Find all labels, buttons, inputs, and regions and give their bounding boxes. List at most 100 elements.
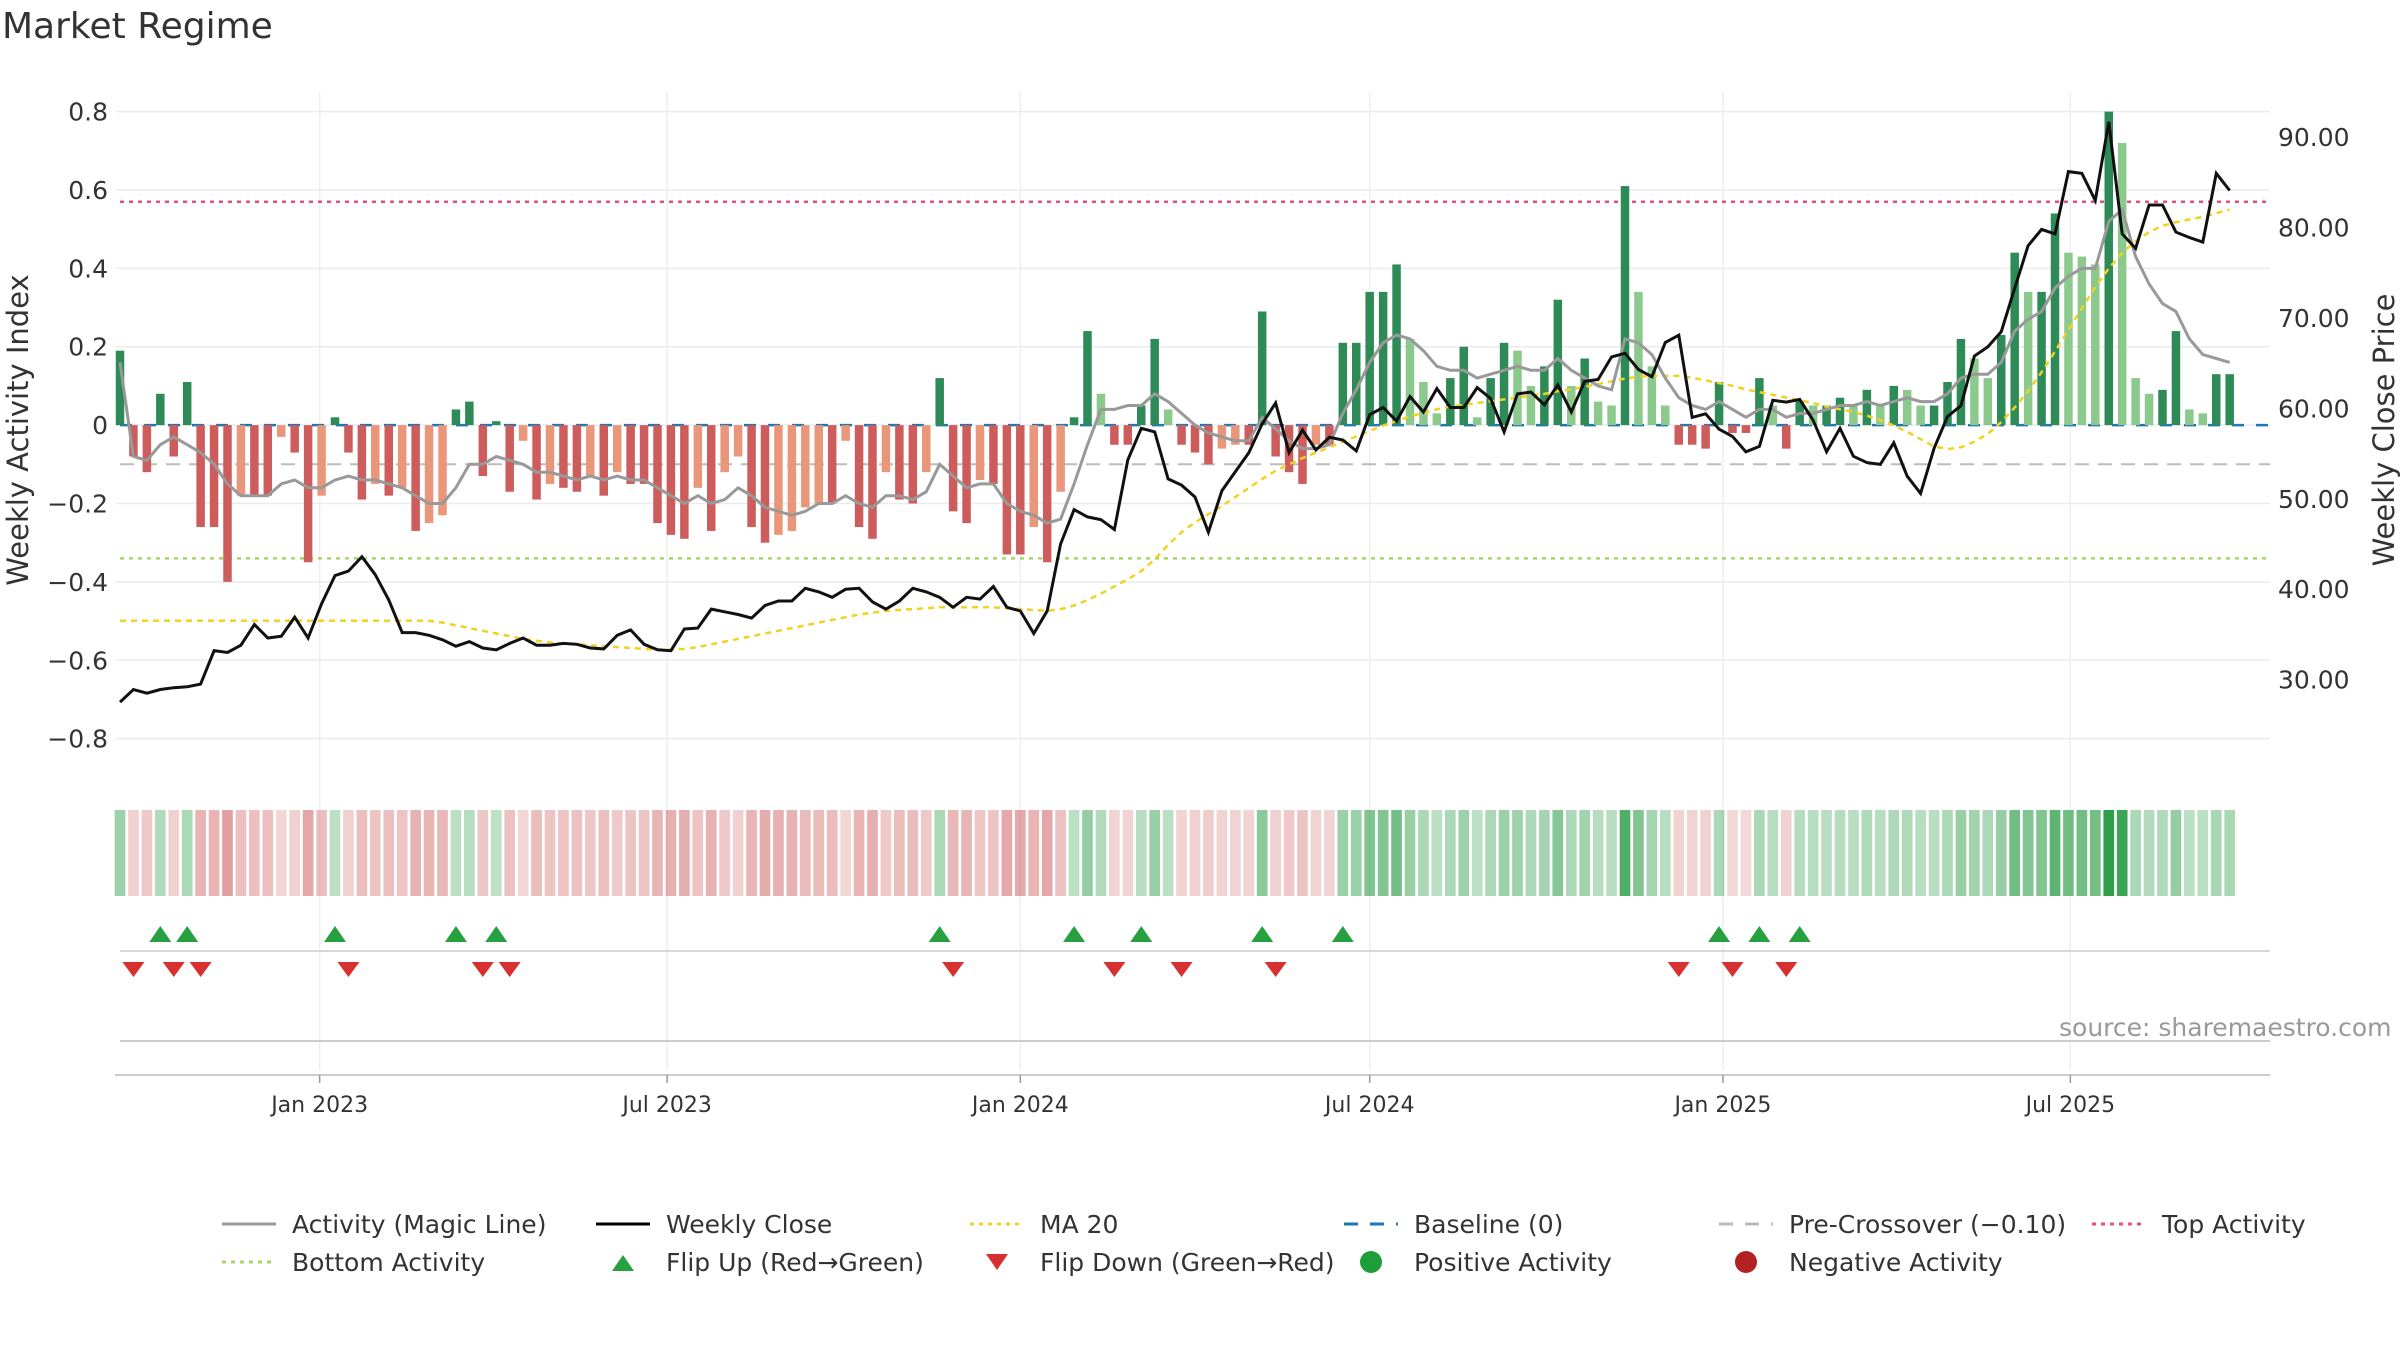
regime-cell [1754, 810, 1765, 896]
activity-bar [1083, 331, 1092, 426]
regime-cell [1646, 810, 1658, 896]
regime-cell [894, 810, 905, 896]
activity-bar [1513, 350, 1522, 426]
regime-cell [1485, 810, 1496, 896]
legend-item: Flip Up (Red→Green) [594, 1244, 924, 1280]
activity-bar [693, 425, 703, 488]
activity-bars [115, 111, 2234, 582]
activity-bar [1069, 417, 1079, 426]
activity-bar [250, 425, 259, 496]
activity-bar [223, 425, 232, 582]
right-tick-label: 50.00 [2278, 485, 2350, 514]
activity-bar [1352, 342, 1361, 426]
regime-cell [1928, 810, 1940, 896]
regime-cell [934, 810, 946, 896]
regime-cell [490, 810, 502, 896]
regime-cell [907, 810, 919, 896]
right-tick-label: 60.00 [2278, 394, 2350, 423]
regime-cell [1431, 810, 1443, 896]
regime-cell [1619, 810, 1631, 896]
left-tick-label: 0.8 [68, 98, 108, 127]
legend-item: Negative Activity [1717, 1244, 2003, 1280]
activity-bar [1580, 358, 1589, 426]
activity-bar [182, 382, 192, 426]
legend-swatch [970, 1222, 1024, 1226]
activity-bar [1526, 385, 1536, 426]
activity-bar [1889, 385, 1898, 426]
flip-up-marker [324, 926, 346, 942]
regime-cell [1861, 810, 1873, 896]
regime-cell [638, 810, 650, 896]
regime-cell [584, 810, 596, 896]
regime-cell [1915, 810, 1926, 896]
activity-bar [707, 425, 716, 531]
regime-cell [1794, 810, 1806, 896]
source-note: source: sharemaestro.com [2059, 1013, 2392, 1042]
regime-cell [2076, 810, 2088, 896]
legend-swatch [1360, 1251, 1382, 1273]
right-axis-ticks: 30.00 40.00 50.00 60.00 70.00 80.00 90.00 [2278, 123, 2350, 694]
regime-cell [464, 810, 475, 896]
regime-cell [396, 810, 408, 896]
regime-cell [2210, 810, 2222, 896]
activity-bar [115, 350, 125, 426]
activity-bar [1405, 338, 1415, 426]
regime-cell [1995, 810, 2007, 896]
left-tick-label: 0.4 [68, 254, 108, 283]
activity-bar [1446, 378, 1455, 426]
magic-line [118, 206, 2231, 525]
regime-cell [1834, 810, 1846, 896]
regime-cell [826, 810, 838, 896]
activity-bar [545, 425, 555, 484]
regime-cell [369, 810, 381, 896]
regime-cell [1888, 810, 1900, 896]
activity-bar [975, 425, 985, 480]
activity-bar [2010, 252, 2019, 426]
regime-cell [222, 810, 233, 896]
regime-cell [450, 810, 462, 896]
legend-swatch [986, 1254, 1008, 1270]
regime-cell [598, 810, 610, 896]
activity-bar [2091, 264, 2100, 426]
activity-bar [438, 425, 447, 516]
regime-cell [2197, 810, 2209, 896]
activity-bar [1110, 425, 1119, 445]
left-axis-title: Weekly Activity Index [1, 274, 35, 586]
activity-bar [1029, 425, 1038, 528]
activity-bar [1271, 425, 1280, 457]
flip-down-marker [189, 962, 212, 977]
activity-bar [1849, 405, 1858, 426]
regime-cell [920, 810, 932, 896]
legend-item: MA 20 [968, 1206, 1118, 1242]
left-tick-label: −0.6 [47, 646, 108, 675]
flip-markers [120, 926, 2270, 977]
activity-bar [209, 425, 219, 528]
activity-bar [1163, 409, 1173, 426]
regime-cell [1256, 810, 1268, 896]
flip-down-marker [498, 962, 521, 977]
regime-cell [1471, 810, 1483, 896]
regime-cell [840, 810, 851, 896]
flip-up-marker [1063, 926, 1086, 942]
regime-cell [773, 810, 784, 896]
regime-cell [947, 810, 959, 896]
regime-cell [249, 810, 260, 896]
legend-item: Positive Activity [1342, 1244, 1612, 1280]
regime-cell [1014, 810, 1026, 896]
regime-cell [544, 810, 556, 896]
regime-cell [665, 810, 677, 896]
left-axis-ticks: −0.8 −0.6 −0.4 −0.2 0 0.2 0.4 0.6 0.8 [47, 98, 108, 754]
regime-cell [1109, 810, 1120, 896]
left-tick-label: 0.2 [68, 333, 108, 362]
regime-cell [2022, 810, 2034, 896]
activity-bar [1499, 342, 1509, 426]
regime-cell [2224, 810, 2236, 896]
regime-cell [2157, 810, 2168, 896]
regime-cell [1364, 810, 1376, 896]
activity-bar [1392, 264, 1401, 426]
legend-item: Baseline (0) [1342, 1206, 1563, 1242]
activity-bar [2225, 374, 2234, 426]
legend-swatch [2092, 1222, 2146, 1226]
regime-cell [437, 810, 448, 896]
activity-bar [1876, 405, 1885, 426]
